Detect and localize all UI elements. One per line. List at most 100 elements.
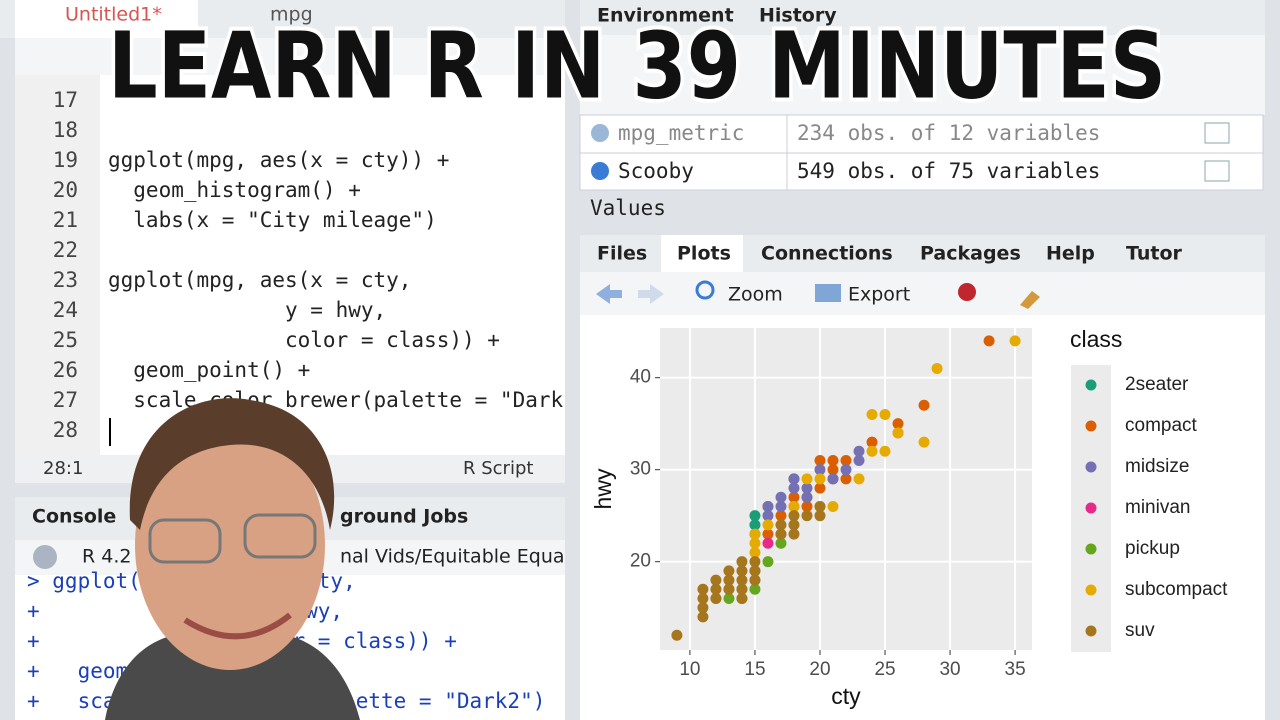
legend-label: subcompact — [1125, 579, 1228, 600]
grid-icon[interactable] — [1204, 160, 1230, 182]
editor-tab[interactable]: Untitled1* — [65, 4, 162, 26]
point — [931, 362, 943, 374]
point — [749, 519, 761, 531]
point — [918, 436, 930, 448]
x-tick-label: 30 — [939, 659, 960, 680]
code-line: scale_color_brewer(palette = "Dark — [108, 388, 564, 412]
editor-tab[interactable]: mpg — [270, 4, 313, 26]
point — [814, 454, 826, 466]
point — [827, 500, 839, 512]
pane-tab[interactable]: Files — [597, 243, 647, 265]
line-number: 25 — [53, 328, 78, 352]
point — [866, 408, 878, 420]
legend-title: class — [1070, 326, 1122, 352]
point — [892, 427, 904, 439]
point — [983, 335, 995, 347]
pane-tab[interactable]: Packages — [920, 243, 1021, 265]
toolbar-button[interactable]: Export — [848, 284, 910, 306]
env-tab[interactable]: Environment — [597, 5, 734, 27]
point — [749, 565, 761, 577]
point — [775, 510, 787, 522]
point — [775, 528, 787, 540]
env-desc: 234 obs. of 12 variables — [797, 121, 1100, 145]
line-number: 26 — [53, 358, 78, 382]
smile — [183, 612, 292, 640]
console-tab[interactable]: ground Jobs — [340, 506, 468, 528]
x-tick-label: 35 — [1005, 659, 1026, 680]
point — [814, 510, 826, 522]
env-desc: 549 obs. of 75 variables — [797, 159, 1100, 183]
remove-icon[interactable] — [958, 283, 976, 301]
point — [801, 510, 813, 522]
point — [788, 500, 800, 512]
point — [749, 546, 761, 558]
x-tick-label: 10 — [679, 659, 700, 680]
pane-tab[interactable]: Tutor — [1126, 243, 1183, 265]
line-number: 21 — [53, 208, 78, 232]
forward-arrow[interactable] — [638, 284, 664, 304]
legend-swatch — [1085, 543, 1097, 555]
point — [788, 519, 800, 531]
pane-tab[interactable]: Help — [1046, 243, 1095, 265]
export-icon[interactable] — [815, 284, 841, 302]
legend-label: midsize — [1125, 456, 1189, 477]
shirt — [105, 632, 360, 720]
point — [749, 556, 761, 568]
console-tab[interactable]: Console — [32, 506, 116, 528]
point — [697, 611, 709, 623]
grid-icon[interactable] — [1204, 122, 1230, 144]
presenter-photo — [105, 398, 360, 720]
point — [801, 473, 813, 485]
editor-tab-active[interactable] — [15, 0, 198, 38]
plots-tab-active[interactable] — [661, 235, 743, 275]
point — [775, 519, 787, 531]
r-version: R 4.2 — [82, 546, 131, 568]
point — [814, 482, 826, 494]
point — [749, 583, 761, 595]
plots-toolbar — [580, 272, 1265, 315]
code-line: geom_point() + — [108, 358, 310, 382]
back-arrow[interactable] — [596, 284, 622, 304]
point — [840, 464, 852, 476]
code-line: geom_histogram() + — [108, 178, 361, 202]
code-line: y = hwy, — [108, 298, 386, 322]
point — [788, 491, 800, 503]
pane-tab[interactable]: Connections — [761, 243, 893, 265]
broom-icon[interactable] — [1020, 291, 1040, 309]
point — [736, 574, 748, 586]
zoom-icon[interactable] — [695, 280, 715, 300]
pane-tab[interactable]: Plots — [677, 243, 731, 265]
point — [853, 445, 865, 457]
point — [762, 528, 774, 540]
toolbar-button[interactable]: Zoom — [728, 284, 783, 306]
legend-swatch — [1085, 461, 1097, 473]
point — [736, 556, 748, 568]
point — [853, 473, 865, 485]
point — [736, 592, 748, 604]
line-number: 23 — [53, 268, 78, 292]
env-name: Scooby — [618, 159, 694, 183]
legend-label: suv — [1125, 620, 1155, 641]
point — [827, 454, 839, 466]
point — [749, 574, 761, 586]
point — [762, 537, 774, 549]
point — [762, 519, 774, 531]
point — [879, 445, 891, 457]
point — [814, 464, 826, 476]
y-tick-label: 30 — [630, 459, 651, 480]
point — [866, 445, 878, 457]
point — [892, 418, 904, 430]
point — [827, 464, 839, 476]
x-tick-label: 25 — [874, 659, 895, 680]
point — [840, 473, 852, 485]
env-tab[interactable]: History — [759, 5, 837, 27]
file-type[interactable]: R Script — [463, 458, 533, 479]
point — [827, 473, 839, 485]
point — [697, 592, 709, 604]
point — [749, 510, 761, 522]
legend-swatch — [1085, 420, 1097, 432]
point — [710, 592, 722, 604]
cursor-position: 28:1 — [43, 458, 83, 479]
y-axis-label: hwy — [590, 468, 616, 509]
